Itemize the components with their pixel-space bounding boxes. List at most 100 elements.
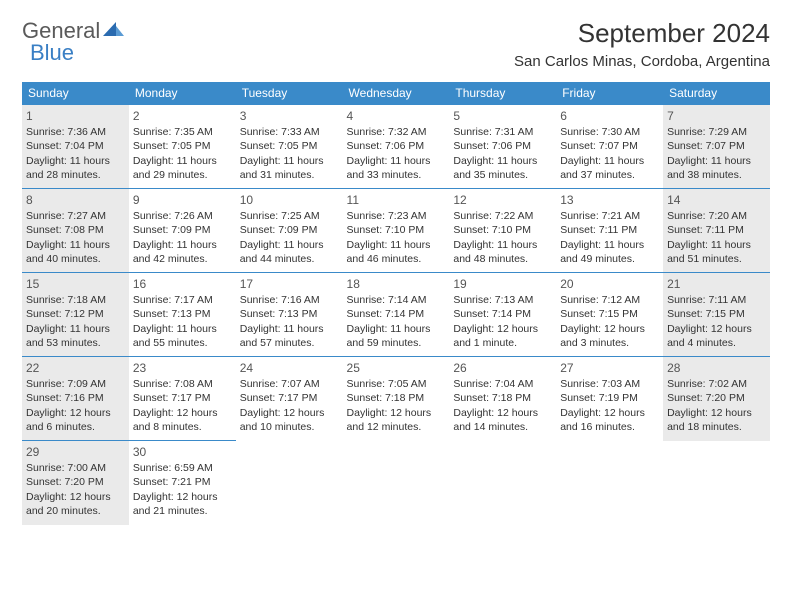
calendar-body: 1Sunrise: 7:36 AMSunset: 7:04 PM Daylight… <box>22 105 770 525</box>
calendar-cell: 9Sunrise: 7:26 AMSunset: 7:09 PMDaylight… <box>129 189 236 273</box>
sunset-text: Sunset: 7:11 PM <box>560 223 659 237</box>
day-header-wednesday: Wednesday <box>343 82 450 105</box>
day-header-sunday: Sunday <box>22 82 129 105</box>
day-number: 18 <box>347 276 446 292</box>
empty-cell <box>449 441 556 525</box>
daylight-text: Daylight: 12 hours and 4 minutes. <box>667 322 766 350</box>
sunset-text: Sunset: 7:18 PM <box>347 391 446 405</box>
daylight-text: Daylight: 11 hours and 33 minutes. <box>347 154 446 182</box>
calendar-cell: 30Sunrise: 6:59 AMSunset: 7:21 PMDayligh… <box>129 441 236 525</box>
sunset-text: Sunset: 7:17 PM <box>133 391 232 405</box>
sunrise-text: Sunrise: 7:00 AM <box>26 461 125 475</box>
sunset-text: Sunset: 7:21 PM <box>133 475 232 489</box>
calendar-week-row: 29Sunrise: 7:00 AMSunset: 7:20 PM Dayligh… <box>22 441 770 525</box>
day-number: 29 <box>26 444 125 460</box>
sunrise-text: Sunrise: 7:16 AM <box>240 293 339 307</box>
sunrise-text: Sunrise: 7:07 AM <box>240 377 339 391</box>
calendar-cell: 7Sunrise: 7:29 AMSunset: 7:07 PMDaylight… <box>663 105 770 189</box>
sunset-text: Sunset: 7:19 PM <box>560 391 659 405</box>
day-number: 11 <box>347 192 446 208</box>
daylight-text: Daylight: 11 hours and 29 minutes. <box>133 154 232 182</box>
day-number: 2 <box>133 108 232 124</box>
calendar-cell: 26Sunrise: 7:04 AMSunset: 7:18 PMDayligh… <box>449 357 556 441</box>
day-number: 5 <box>453 108 552 124</box>
daylight-text: Daylight: 11 hours and 40 minutes. <box>26 238 125 266</box>
calendar-cell: 28Sunrise: 7:02 AMSunset: 7:20 PMDayligh… <box>663 357 770 441</box>
daylight-text: Daylight: 11 hours and 48 minutes. <box>453 238 552 266</box>
day-number: 17 <box>240 276 339 292</box>
daylight-text: Daylight: 12 hours and 21 minutes. <box>133 490 232 518</box>
day-number: 27 <box>560 360 659 376</box>
sunset-text: Sunset: 7:07 PM <box>667 139 766 153</box>
empty-cell <box>663 441 770 525</box>
calendar-cell: 25Sunrise: 7:05 AMSunset: 7:18 PMDayligh… <box>343 357 450 441</box>
sunrise-text: Sunrise: 7:25 AM <box>240 209 339 223</box>
month-title: September 2024 <box>514 18 770 49</box>
sunset-text: Sunset: 7:04 PM <box>26 139 125 153</box>
calendar-cell: 24Sunrise: 7:07 AMSunset: 7:17 PMDayligh… <box>236 357 343 441</box>
sunrise-text: Sunrise: 7:21 AM <box>560 209 659 223</box>
daylight-text: Daylight: 11 hours and 44 minutes. <box>240 238 339 266</box>
header: General September 2024 San Carlos Minas,… <box>22 18 770 70</box>
daylight-text: Daylight: 11 hours and 38 minutes. <box>667 154 766 182</box>
calendar-cell: 20Sunrise: 7:12 AMSunset: 7:15 PMDayligh… <box>556 273 663 357</box>
day-number: 10 <box>240 192 339 208</box>
daylight-text: Daylight: 12 hours and 16 minutes. <box>560 406 659 434</box>
sunrise-text: Sunrise: 6:59 AM <box>133 461 232 475</box>
daylight-text: Daylight: 11 hours and 53 minutes. <box>26 322 125 350</box>
calendar-cell: 4Sunrise: 7:32 AMSunset: 7:06 PMDaylight… <box>343 105 450 189</box>
logo-sail-icon <box>102 18 124 44</box>
sunset-text: Sunset: 7:10 PM <box>453 223 552 237</box>
sunset-text: Sunset: 7:15 PM <box>667 307 766 321</box>
sunset-text: Sunset: 7:12 PM <box>26 307 125 321</box>
sunset-text: Sunset: 7:10 PM <box>347 223 446 237</box>
title-block: September 2024 San Carlos Minas, Cordoba… <box>514 18 770 70</box>
calendar-cell: 11Sunrise: 7:23 AMSunset: 7:10 PMDayligh… <box>343 189 450 273</box>
calendar-week-row: 1Sunrise: 7:36 AMSunset: 7:04 PM Daylight… <box>22 105 770 189</box>
calendar-cell: 19Sunrise: 7:13 AMSunset: 7:14 PMDayligh… <box>449 273 556 357</box>
daylight-text: Daylight: 12 hours and 18 minutes. <box>667 406 766 434</box>
day-number: 30 <box>133 444 232 460</box>
daylight-text: Daylight: 11 hours and 49 minutes. <box>560 238 659 266</box>
empty-cell <box>343 441 450 525</box>
sunrise-text: Sunrise: 7:29 AM <box>667 125 766 139</box>
empty-cell <box>236 441 343 525</box>
day-number: 26 <box>453 360 552 376</box>
sunset-text: Sunset: 7:13 PM <box>240 307 339 321</box>
calendar-cell: 29Sunrise: 7:00 AMSunset: 7:20 PMDayligh… <box>22 441 129 525</box>
day-number: 16 <box>133 276 232 292</box>
day-number: 1 <box>26 108 125 124</box>
calendar-week-row: 22Sunrise: 7:09 AMSunset: 7:16 PMDayligh… <box>22 357 770 441</box>
sunset-text: Sunset: 7:06 PM <box>453 139 552 153</box>
calendar-cell: 15Sunrise: 7:18 AMSunset: 7:12 PMDayligh… <box>22 273 129 357</box>
sunset-text: Sunset: 7:08 PM <box>26 223 125 237</box>
daylight-text: Daylight: 12 hours and 12 minutes. <box>347 406 446 434</box>
calendar-cell: 21Sunrise: 7:11 AMSunset: 7:15 PMDayligh… <box>663 273 770 357</box>
calendar-cell: 3Sunrise: 7:33 AMSunset: 7:05 PMDaylight… <box>236 105 343 189</box>
calendar-cell: 12Sunrise: 7:22 AMSunset: 7:10 PMDayligh… <box>449 189 556 273</box>
calendar-cell: 10Sunrise: 7:25 AMSunset: 7:09 PMDayligh… <box>236 189 343 273</box>
day-number: 6 <box>560 108 659 124</box>
location: San Carlos Minas, Cordoba, Argentina <box>514 53 770 70</box>
sunset-text: Sunset: 7:17 PM <box>240 391 339 405</box>
daylight-text: Daylight: 12 hours and 1 minute. <box>453 322 552 350</box>
calendar-header-row: SundayMondayTuesdayWednesdayThursdayFrid… <box>22 82 770 105</box>
day-number: 24 <box>240 360 339 376</box>
sunset-text: Sunset: 7:15 PM <box>560 307 659 321</box>
day-number: 3 <box>240 108 339 124</box>
day-header-thursday: Thursday <box>449 82 556 105</box>
sunset-text: Sunset: 7:05 PM <box>133 139 232 153</box>
daylight-text: Daylight: 12 hours and 14 minutes. <box>453 406 552 434</box>
daylight-text: Daylight: 11 hours and 59 minutes. <box>347 322 446 350</box>
sunrise-text: Sunrise: 7:36 AM <box>26 125 125 139</box>
sunset-text: Sunset: 7:20 PM <box>26 475 125 489</box>
sunrise-text: Sunrise: 7:30 AM <box>560 125 659 139</box>
calendar-cell: 18Sunrise: 7:14 AMSunset: 7:14 PMDayligh… <box>343 273 450 357</box>
sunrise-text: Sunrise: 7:32 AM <box>347 125 446 139</box>
day-number: 28 <box>667 360 766 376</box>
sunset-text: Sunset: 7:07 PM <box>560 139 659 153</box>
day-number: 21 <box>667 276 766 292</box>
sunrise-text: Sunrise: 7:09 AM <box>26 377 125 391</box>
sunset-text: Sunset: 7:09 PM <box>133 223 232 237</box>
sunset-text: Sunset: 7:20 PM <box>667 391 766 405</box>
